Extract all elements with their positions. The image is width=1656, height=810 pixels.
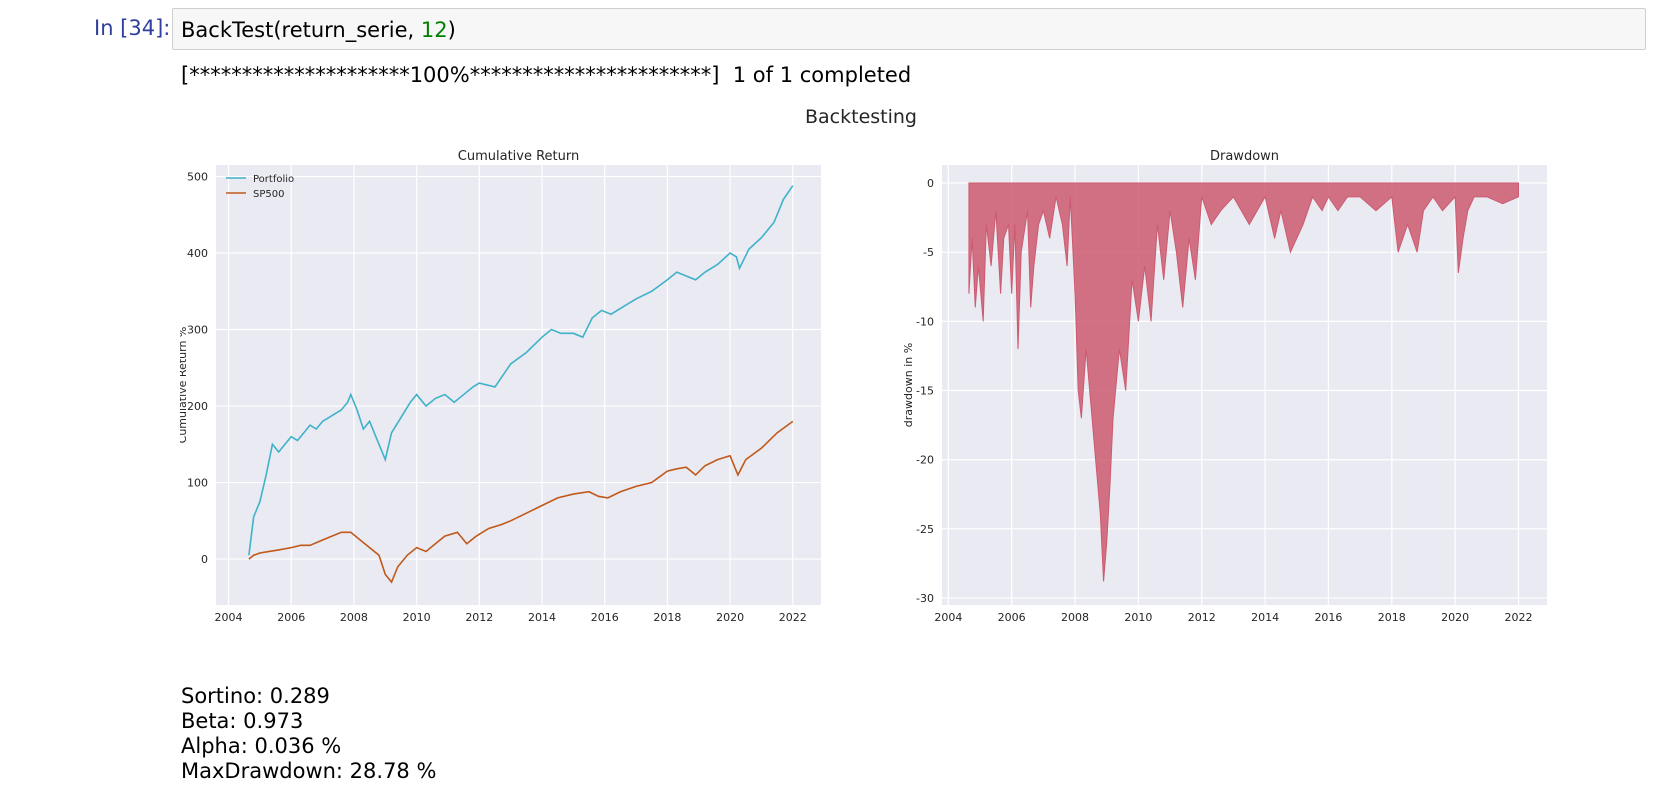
subplot-title: Drawdown: [1210, 149, 1279, 164]
x-tick-label: 2016: [1314, 611, 1342, 624]
figure-title: Backtesting: [805, 106, 917, 128]
y-tick-label: -20: [916, 454, 934, 467]
x-tick-label: 2018: [1378, 611, 1406, 624]
legend-label: SP500: [253, 189, 284, 200]
x-tick-label: 2020: [1441, 611, 1469, 624]
x-tick-label: 2022: [779, 611, 807, 624]
plot-area: [942, 165, 1547, 605]
y-axis-label: drawdown in %: [902, 343, 915, 427]
x-tick-label: 2020: [716, 611, 744, 624]
x-tick-label: 2012: [1188, 611, 1216, 624]
code-line: BackTest(return_serie, 12): [181, 18, 456, 42]
code-cell-input[interactable]: BackTest(return_serie, 12): [172, 8, 1646, 50]
x-tick-label: 2006: [998, 611, 1026, 624]
cell-prompt: In [34]:: [94, 16, 171, 40]
code-function-call: BackTest(return_serie,: [181, 18, 421, 42]
plot-area: [216, 165, 821, 605]
legend-label: Portfolio: [253, 174, 294, 185]
stat-beta: Beta: 0.973: [181, 709, 304, 733]
x-tick-label: 2004: [934, 611, 962, 624]
y-tick-label: 200: [187, 400, 208, 413]
y-tick-label: -10: [916, 315, 934, 328]
x-tick-label: 2012: [465, 611, 493, 624]
y-axis-label: Cumulative Return %: [180, 327, 189, 444]
y-tick-label: 0: [201, 553, 208, 566]
drawdown-area: [968, 182, 1519, 582]
x-tick-label: 2014: [528, 611, 556, 624]
y-tick-label: 400: [187, 247, 208, 260]
x-tick-label: 2008: [1061, 611, 1089, 624]
x-tick-label: 2010: [1124, 611, 1152, 624]
y-tick-label: -30: [916, 592, 934, 605]
drawdown-plot: 2004 2006 2008 2010 2012 2014 2016 2018 2020 2022…: [902, 149, 1547, 624]
x-tick-label: 2014: [1251, 611, 1279, 624]
stat-sortino: Sortino: 0.289: [181, 684, 330, 708]
code-close-paren: ): [447, 18, 456, 42]
stats-block: Sortino: 0.289 Beta: 0.973 Alpha: 0.036 …: [181, 684, 436, 784]
series-line-portfolio: [248, 185, 794, 556]
x-tick-label: 2010: [403, 611, 431, 624]
code-number-literal: 12: [420, 18, 448, 42]
stat-max-drawdown: MaxDrawdown: 28.78 %: [181, 759, 437, 783]
y-tick-label: -25: [916, 523, 934, 536]
subplot-title: Cumulative Return: [458, 149, 579, 164]
y-tick-label: 300: [187, 324, 208, 337]
x-tick-label: 2022: [1504, 611, 1532, 624]
download-progress-text: [*********************100%**************…: [181, 63, 912, 87]
x-tick-label: 2006: [277, 611, 305, 624]
stat-alpha: Alpha: 0.036 %: [181, 734, 342, 758]
series-line-sp500: [248, 420, 794, 584]
cumulative-return-plot: 2004 2006 2008 2010 2012 2014 2016 2018 2020 2022…: [180, 149, 821, 624]
y-tick-label: 100: [187, 477, 208, 490]
x-tick-label: 2018: [653, 611, 681, 624]
y-tick-label: -5: [923, 246, 934, 259]
y-tick-label: 0: [927, 177, 934, 190]
backtesting-figure: Backtesting 2004 2006 2008 2010 2012 2014 2016…: [180, 106, 1547, 624]
y-tick-label: -15: [916, 385, 934, 398]
x-tick-label: 2004: [215, 611, 243, 624]
x-tick-label: 2016: [591, 611, 619, 624]
y-tick-label: 500: [187, 170, 208, 183]
x-tick-label: 2008: [340, 611, 368, 624]
